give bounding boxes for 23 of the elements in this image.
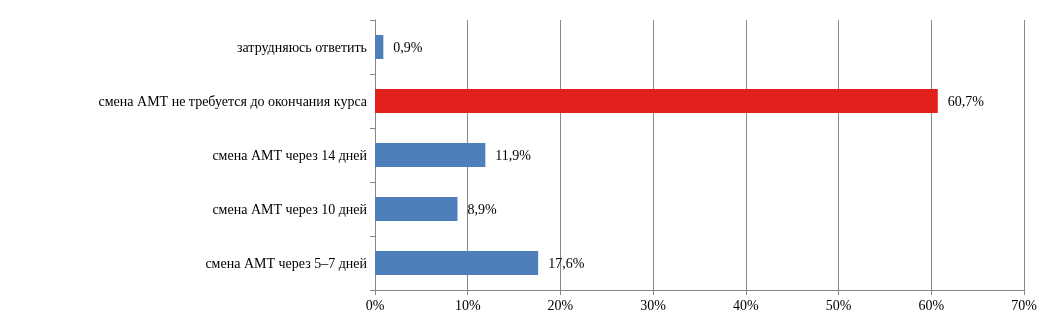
y-tick-label: затрудняюсь ответить: [236, 39, 367, 55]
x-tick-label: 50%: [825, 297, 852, 313]
x-tick-label: 70%: [1011, 297, 1038, 313]
x-tick-label: 20%: [547, 297, 574, 313]
bar: [375, 35, 384, 59]
x-tick-label: 40%: [733, 297, 760, 313]
y-tick-label: смена АМТ через 5–7 дней: [205, 255, 368, 271]
bar: [375, 89, 938, 113]
data-label: 0,9%: [393, 39, 423, 55]
data-label: 8,9%: [467, 201, 498, 217]
data-label: 11,9%: [495, 147, 532, 163]
y-tick-label: смена АМТ не требуется до окончания курса: [98, 93, 368, 109]
y-tick-label: смена АМТ через 10 дней: [212, 201, 368, 217]
bar: [375, 143, 486, 167]
bar: [375, 251, 539, 275]
data-label: 60,7%: [947, 93, 985, 109]
x-tick-label: 0%: [365, 297, 385, 313]
bar: [375, 197, 458, 221]
x-tick-label: 10%: [454, 297, 481, 313]
x-tick-label: 60%: [918, 297, 945, 313]
x-tick-label: 30%: [640, 297, 667, 313]
data-label: 17,6%: [548, 255, 585, 271]
y-tick-label: смена АМТ через 14 дней: [212, 147, 368, 163]
